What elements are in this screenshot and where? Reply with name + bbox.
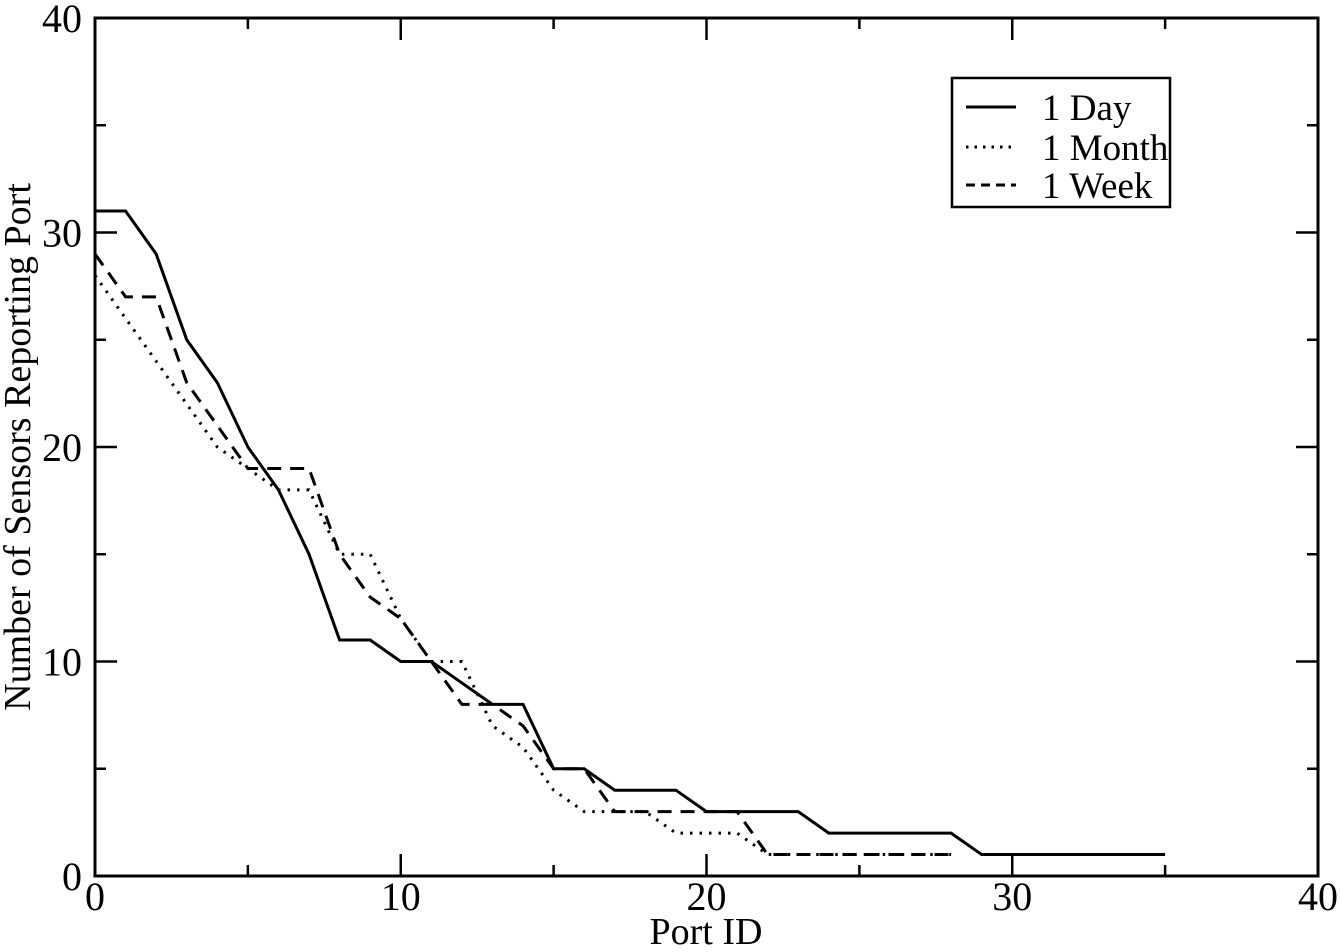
x-tick-label: 40 bbox=[1298, 874, 1338, 919]
series-line-1-day bbox=[95, 209, 1166, 857]
axis-ticks bbox=[93, 16, 1320, 878]
axis-tick-labels: 0 10 20 30 40 0 10 20 30 40 bbox=[42, 0, 1338, 919]
series-line-1-month bbox=[93, 274, 952, 857]
y-tick-label: 30 bbox=[42, 211, 82, 256]
x-tick-label: 0 bbox=[85, 874, 105, 919]
legend-label-1-day: 1 Day bbox=[1042, 88, 1132, 129]
y-tick-label: 10 bbox=[42, 640, 82, 685]
y-tick-label: 0 bbox=[62, 854, 82, 899]
x-tick-label: 30 bbox=[992, 874, 1032, 919]
data-series bbox=[93, 209, 1166, 857]
y-axis-label: Number of Sensors Reporting Port bbox=[0, 183, 39, 711]
legend-label-1-week: 1 Week bbox=[1042, 166, 1153, 207]
y-tick-label: 20 bbox=[42, 425, 82, 470]
series-line-1-week bbox=[93, 253, 952, 857]
x-tick-label: 20 bbox=[687, 874, 727, 919]
x-axis-label: Port ID bbox=[650, 911, 763, 952]
legend: 1 Day 1 Month 1 Week bbox=[950, 76, 1172, 209]
x-tick-label: 10 bbox=[381, 874, 421, 919]
legend-label-1-month: 1 Month bbox=[1042, 128, 1169, 169]
y-tick-label: 40 bbox=[42, 0, 82, 41]
